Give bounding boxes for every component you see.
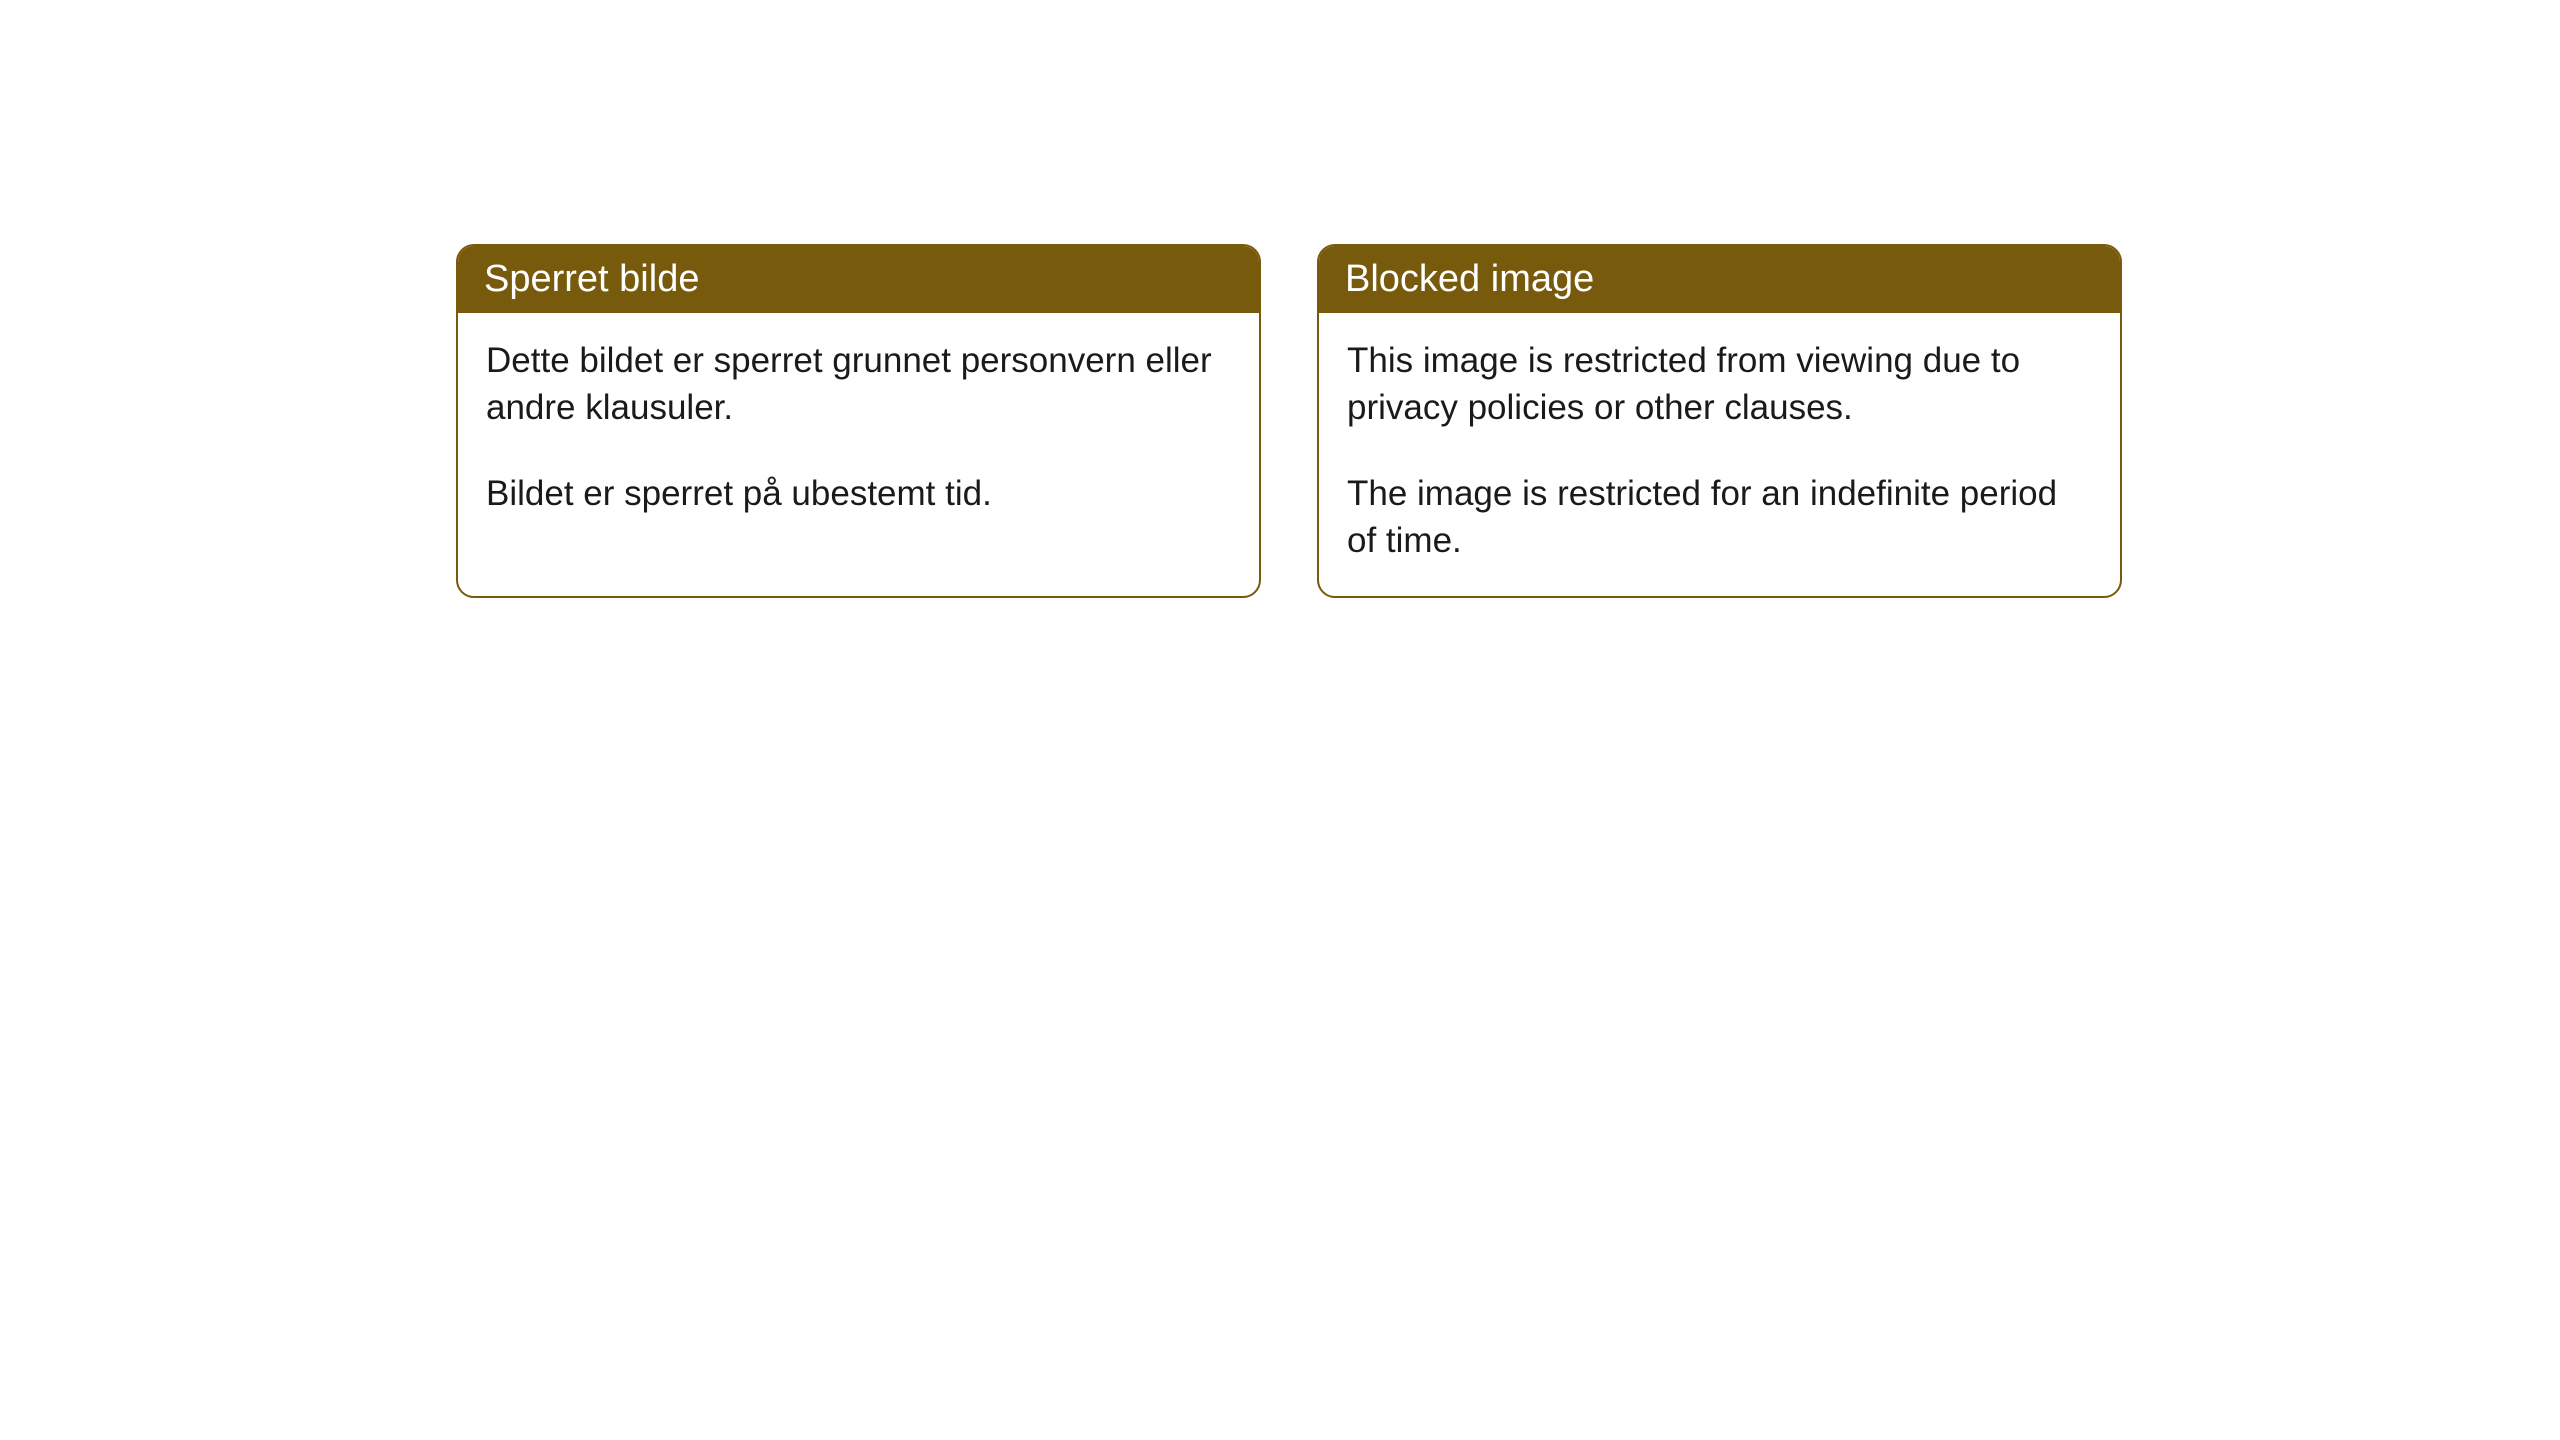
card-header-english: Blocked image (1319, 246, 2120, 313)
card-title: Sperret bilde (484, 258, 699, 300)
card-body-english: This image is restricted from viewing du… (1319, 313, 2120, 596)
notice-card-english: Blocked image This image is restricted f… (1317, 244, 2122, 598)
notice-card-norwegian: Sperret bilde Dette bildet er sperret gr… (456, 244, 1261, 598)
card-paragraph: Bildet er sperret på ubestemt tid. (486, 470, 1231, 517)
card-header-norwegian: Sperret bilde (458, 246, 1259, 313)
card-paragraph: This image is restricted from viewing du… (1347, 337, 2092, 432)
card-body-norwegian: Dette bildet er sperret grunnet personve… (458, 313, 1259, 549)
card-title: Blocked image (1345, 258, 1594, 300)
card-paragraph: The image is restricted for an indefinit… (1347, 470, 2092, 565)
card-paragraph: Dette bildet er sperret grunnet personve… (486, 337, 1231, 432)
notice-cards-container: Sperret bilde Dette bildet er sperret gr… (0, 0, 2560, 598)
